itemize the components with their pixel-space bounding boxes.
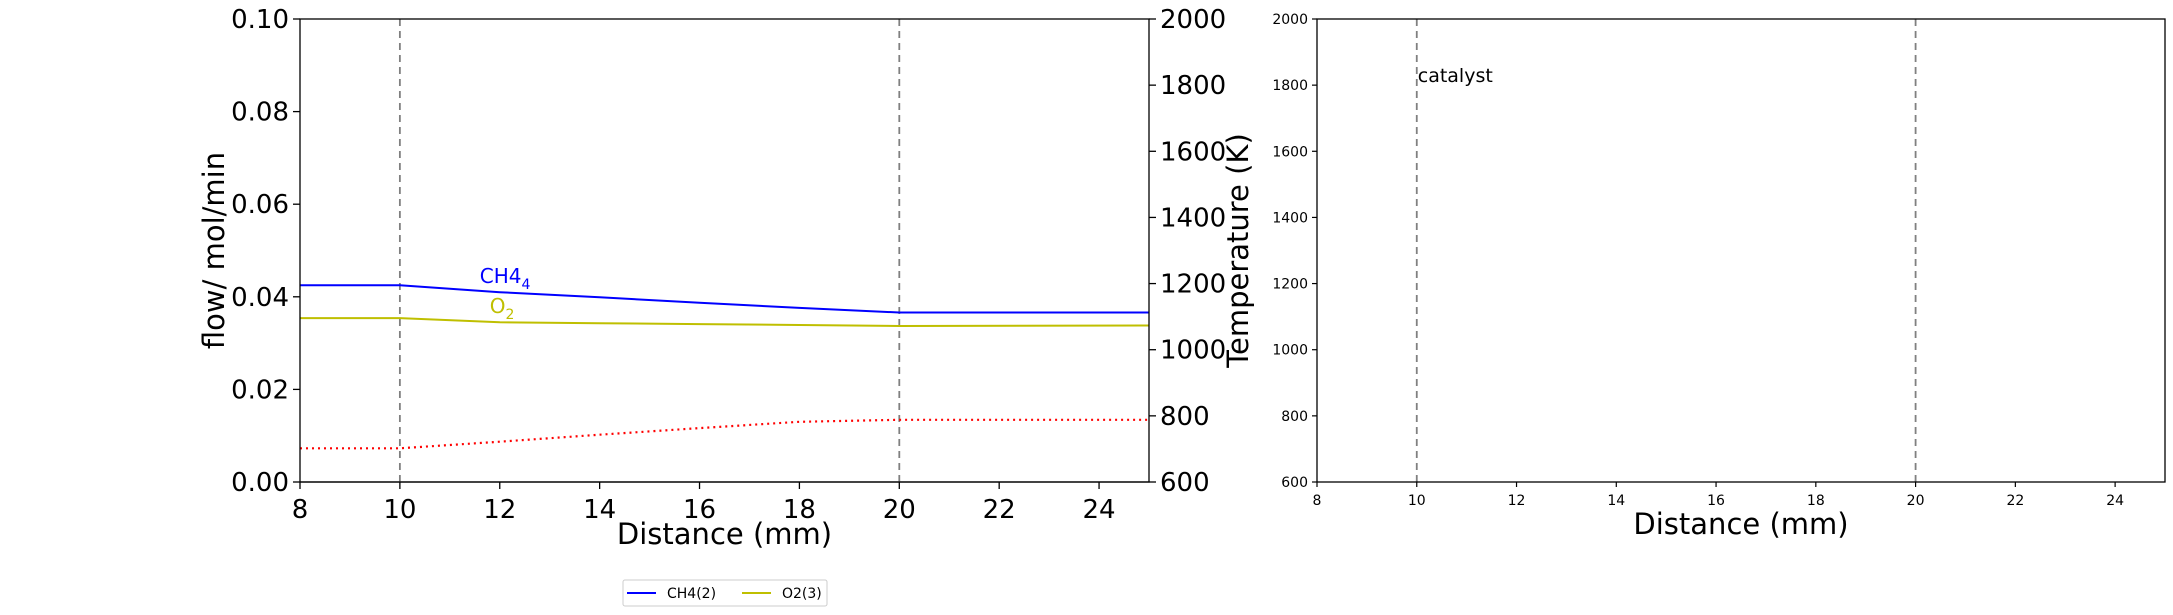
right-x-tick-label-5: 18 [1807, 493, 1825, 509]
legend-box [622, 579, 828, 607]
left-right-y-tick-label-7: 2000 [1160, 5, 1226, 35]
right-x-tick-label-3: 14 [1607, 493, 1625, 509]
left-x-tick-label-8: 24 [1083, 495, 1116, 525]
left-right-y-tick-label-4: 1400 [1160, 203, 1226, 233]
right-x-tick-label-0: 8 [1313, 493, 1322, 509]
right-x-tick-label-1: 10 [1408, 493, 1426, 509]
series-label-0: CH44 [480, 264, 531, 293]
left-x-tick-label-7: 22 [983, 495, 1016, 525]
right-y-tick-label-0: 600 [1281, 475, 1308, 491]
left-x-tick-label-2: 12 [483, 495, 516, 525]
right-x-ticks: 8 10 12 14 16 18 20 22 24 [1313, 482, 2124, 509]
left-plot-frame [299, 18, 1150, 483]
right-y-tick-label-4: 1400 [1272, 210, 1308, 226]
right-x-tick-label-7: 22 [2006, 493, 2024, 509]
left-y-tick-label-1: 0.02 [231, 375, 289, 405]
left-y-tick-label-2: 0.04 [231, 283, 289, 313]
left-x-tick-label-3: 14 [583, 495, 616, 525]
right-y-tick-label-5: 1600 [1272, 144, 1308, 160]
left-x-tick-label-5: 18 [783, 495, 816, 525]
left-right-y-tick-label-0: 600 [1160, 468, 1210, 498]
right-x-tick-label-6: 20 [1907, 493, 1925, 509]
left-x-tick-label-1: 10 [383, 495, 416, 525]
left-y-axis-title: flow/ mol/min [197, 152, 231, 349]
left-x-axis-title: Distance (mm) [617, 517, 832, 551]
left-series [300, 284, 1150, 450]
right-x-tick-label-2: 12 [1508, 493, 1526, 509]
legend-label-o2: O2(3) [782, 586, 822, 602]
left-y-tick-label-3: 0.06 [231, 190, 289, 220]
right-y-tick-label-1: 800 [1281, 409, 1308, 425]
left-series-line-1 [300, 317, 1150, 328]
legend-label-ch4: CH4(2) [667, 586, 716, 602]
left-y-ticks: 0.00 0.02 0.04 0.06 0.08 0.10 [231, 5, 300, 498]
left-series-line-2 [300, 418, 1149, 450]
left-right-y-tick-label-1: 800 [1160, 402, 1210, 432]
legend: CH4(2) O2(3) [622, 579, 828, 607]
left-x-ticks: 8 10 12 14 16 18 20 22 24 [292, 482, 1116, 525]
left-x-tick-label-6: 20 [883, 495, 916, 525]
left-y-tick-label-0: 0.00 [231, 468, 289, 498]
left-y-tick-label-4: 0.08 [231, 98, 289, 128]
left-x-tick-label-0: 8 [292, 495, 309, 525]
right-x-tick-label-4: 16 [1707, 493, 1725, 509]
left-right-y-axis-title: Temperature (K) [1221, 133, 1255, 369]
left-series-line-0 [300, 284, 1149, 314]
right-y-tick-label-2: 1000 [1272, 343, 1308, 359]
right-x-axis-title: Distance (mm) [1633, 507, 1848, 541]
left-right-y-tick-label-2: 1000 [1160, 336, 1226, 366]
left-right-y-ticks: 600 800 1000 1200 1400 1600 1800 2000 [1149, 5, 1226, 498]
left-right-y-tick-label-3: 1200 [1160, 270, 1226, 300]
left-right-y-tick-label-6: 1800 [1160, 71, 1226, 101]
left-right-y-tick-label-5: 1600 [1160, 137, 1226, 167]
left-chart: 8 10 12 14 16 18 20 22 24 0.000.020.040.060.080.… [197, 5, 1255, 551]
right-plot-frame [1316, 18, 2166, 483]
left-x-tick-label-4: 16 [683, 495, 716, 525]
right-y-ticks: 600 800 1000 1200 1400 1600 1800 2000 [1272, 12, 1317, 491]
right-y-tick-label-6: 1800 [1272, 78, 1308, 94]
left-y-tick-label-5: 0.10 [231, 5, 289, 35]
right-y-tick-label-7: 2000 [1272, 12, 1308, 28]
catalyst-annotation: catalyst [1418, 65, 1493, 87]
right-x-tick-label-8: 24 [2106, 493, 2124, 509]
right-chart: 8 10 12 14 16 18 20 22 24 600 800 1000 1200 1400 1600… [1272, 12, 2166, 541]
right-vlines [1415, 19, 1917, 482]
right-y-tick-label-3: 1200 [1272, 277, 1308, 293]
series-label-1: O2 [490, 294, 515, 323]
left-vlines [398, 19, 901, 482]
